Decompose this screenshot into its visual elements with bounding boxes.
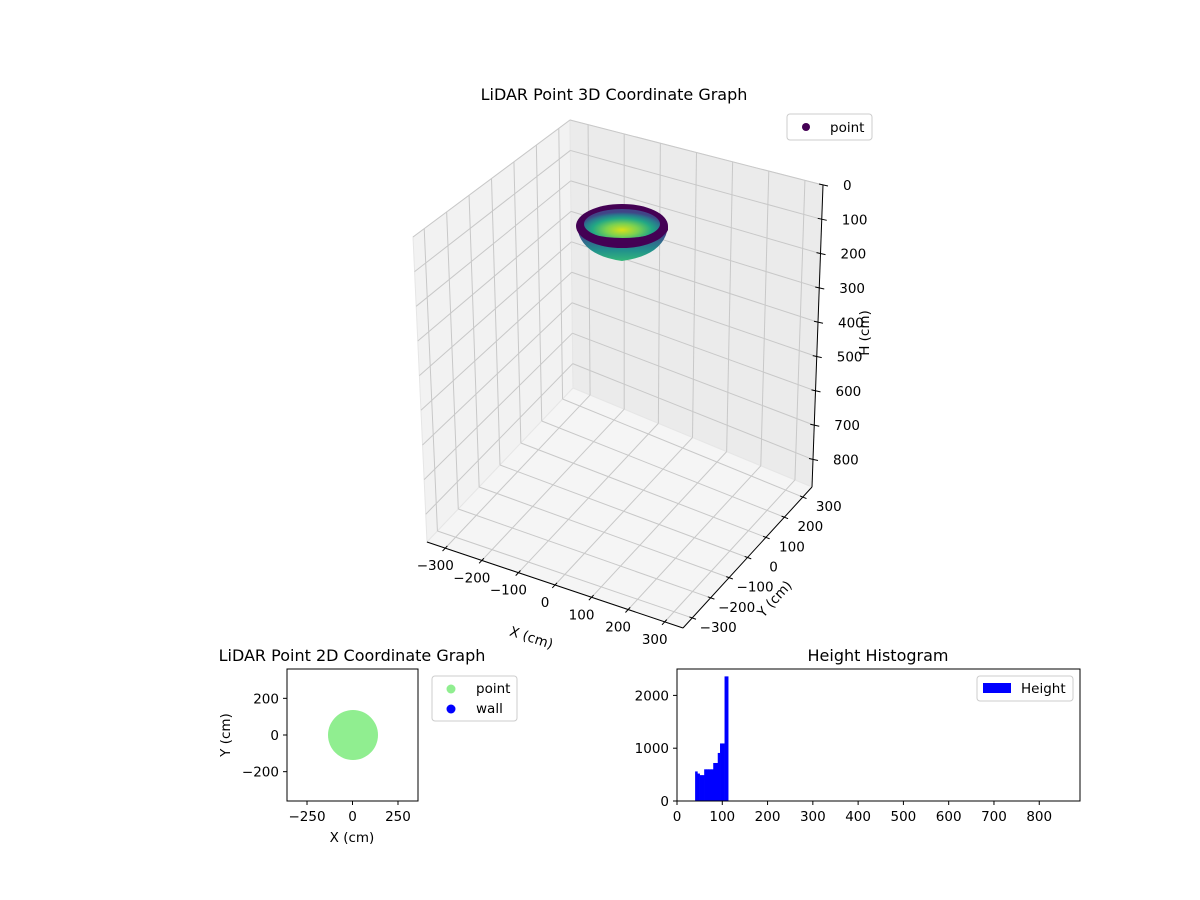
z-tick-label-3d: 100	[842, 212, 868, 228]
legend-label-point-2d: point	[476, 681, 510, 697]
histogram-bar	[699, 775, 703, 801]
ticks-3d: −300−200−1000100200300−300−200−100010020…	[417, 178, 868, 648]
legend-marker-point-2d	[446, 684, 456, 694]
histogram-bar	[715, 762, 719, 801]
histogram-bar	[701, 775, 705, 801]
y-tick-label-2d: 200	[253, 691, 279, 707]
legend-3d: point	[786, 113, 873, 141]
plot-3d-title: LiDAR Point 3D Coordinate Graph	[481, 85, 748, 104]
y-tick-label-hist: 1000	[635, 741, 669, 757]
y-tick-label-3d: −100	[737, 580, 774, 596]
x-axis-label-2d: X (cm)	[330, 830, 375, 846]
x-tick-label-3d: 200	[605, 620, 631, 636]
x-tick-label-hist: 600	[936, 809, 962, 825]
z-tick-label-3d: 200	[841, 247, 867, 263]
x-tick-label-3d: 300	[642, 632, 668, 648]
plot-2d: LiDAR Point 2D Coordinate Graph −250 0 250…	[218, 646, 518, 846]
y-tick-label-2d: −200	[242, 765, 279, 781]
histogram-ticks: 0 100 200 300 400 500 600 700 800 0 1000 2000	[635, 688, 1052, 825]
histogram-bar	[697, 773, 700, 801]
z-tick-label-3d: 700	[834, 418, 860, 434]
legend-label-point: point	[830, 120, 864, 136]
histogram-bar	[706, 769, 709, 801]
legend-swatch-height	[983, 683, 1011, 693]
x-tick-label-3d: −200	[453, 570, 490, 586]
y-tick-label-3d: −300	[700, 620, 737, 636]
plot-histogram: Height Histogram 0 100 200 300 400 500 600 700 8…	[635, 646, 1081, 825]
z-tick-label-3d: 400	[838, 315, 864, 331]
z-tick-label-3d: 300	[839, 281, 865, 297]
legend-histogram: Height	[976, 675, 1074, 702]
y-axis-label-2d: Y (cm)	[218, 713, 234, 758]
x-tick-label-hist: 200	[755, 809, 781, 825]
histogram-bar	[726, 676, 729, 801]
point-disk	[328, 710, 378, 760]
histogram-bar	[722, 743, 725, 801]
point-cloud-bowl	[576, 204, 668, 261]
z-tick-label-3d: 0	[843, 178, 852, 194]
histogram-bars	[695, 676, 729, 801]
x-tick-label-3d: 100	[569, 607, 595, 623]
histogram-bar	[717, 752, 721, 801]
y-tick-label-3d: 200	[797, 519, 823, 535]
x-tick-label-3d: 0	[541, 595, 550, 611]
legend-label-height: Height	[1021, 681, 1066, 697]
x-tick-label-hist: 400	[845, 809, 871, 825]
x-tick-label-hist: 700	[981, 809, 1007, 825]
y-tick-label-2d: 0	[270, 728, 279, 744]
legend-2d: point wall	[431, 675, 518, 722]
x-tick-label-hist: 0	[673, 809, 682, 825]
histogram-bar	[710, 769, 714, 801]
legend-marker-point	[802, 123, 810, 131]
histogram-bar	[724, 676, 728, 801]
x-tick-label-2d: 250	[385, 809, 411, 825]
x-axis-label-3d: X (cm)	[508, 624, 555, 653]
histogram-bar	[713, 762, 716, 801]
z-axis-line	[811, 184, 824, 488]
y-tick-label-3d: 300	[816, 499, 842, 515]
histogram-bar	[720, 743, 723, 801]
y-tick-label-hist: 0	[660, 794, 669, 810]
x-tick-label-3d: −300	[417, 558, 454, 574]
x-tick-label-2d: −250	[288, 809, 325, 825]
z-axis-label-3d: H (cm)	[857, 310, 873, 356]
histogram-bar	[708, 769, 712, 801]
plot-2d-title: LiDAR Point 2D Coordinate Graph	[219, 646, 486, 665]
x-tick-label-hist: 100	[709, 809, 735, 825]
histogram-bar	[704, 769, 707, 801]
histogram-bar	[695, 771, 698, 801]
legend-marker-wall	[446, 704, 456, 714]
z-tick-label-3d: 500	[837, 350, 863, 366]
x-tick-label-2d: 0	[348, 809, 357, 825]
y-tick-label-3d: 0	[769, 560, 778, 576]
legend-label-wall: wall	[476, 701, 503, 717]
x-tick-label-3d: −100	[490, 583, 527, 599]
plot-3d: LiDAR Point 3D Coordinate Graph −300−200…	[412, 85, 873, 653]
y-tick-label-3d: −200	[718, 600, 755, 616]
ticks-2d: −250 0 250 −200 0 200	[242, 691, 411, 825]
y-tick-label-hist: 2000	[635, 688, 669, 704]
x-tick-label-hist: 300	[800, 809, 826, 825]
z-tick-label-3d: 800	[833, 453, 859, 469]
x-tick-label-hist: 500	[891, 809, 917, 825]
histogram-title: Height Histogram	[808, 646, 949, 665]
y-tick-label-3d: 100	[779, 539, 805, 555]
x-tick-label-hist: 800	[1026, 809, 1052, 825]
z-tick-label-3d: 600	[836, 384, 862, 400]
grid-3d	[412, 119, 824, 623]
